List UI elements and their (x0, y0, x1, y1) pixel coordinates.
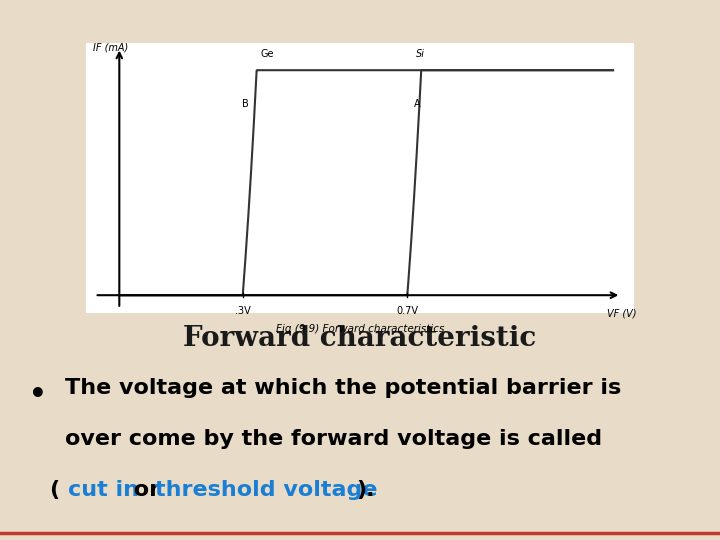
Text: The voltage at which the potential barrier is: The voltage at which the potential barri… (65, 379, 621, 399)
Text: Forward characteristic: Forward characteristic (184, 325, 536, 352)
Text: A: A (413, 99, 420, 109)
Text: threshold voltage: threshold voltage (155, 480, 377, 500)
Text: cut in: cut in (68, 480, 140, 500)
Text: IF (mA): IF (mA) (93, 42, 128, 52)
Text: Si: Si (415, 49, 425, 59)
Text: VF (V): VF (V) (606, 309, 636, 319)
Text: B: B (242, 99, 249, 109)
Text: •: • (29, 381, 47, 409)
Text: (: ( (50, 480, 68, 500)
Text: Fig (9.9) Forward characteristics: Fig (9.9) Forward characteristics (276, 324, 444, 334)
Text: or: or (126, 480, 168, 500)
Text: over come by the forward voltage is called: over come by the forward voltage is call… (65, 429, 602, 449)
Text: Ge: Ge (261, 49, 274, 59)
Text: .3V: .3V (235, 307, 251, 316)
Text: 0.7V: 0.7V (396, 307, 418, 316)
Text: ).: ). (356, 480, 375, 500)
